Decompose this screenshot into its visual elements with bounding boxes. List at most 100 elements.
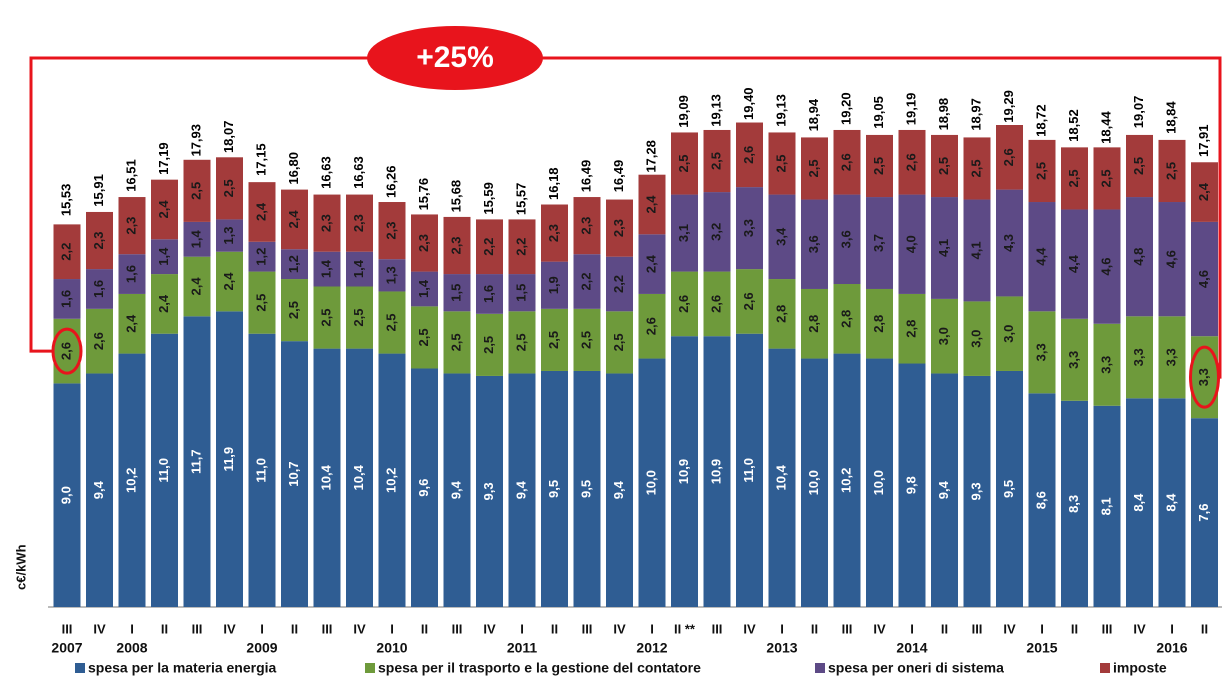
bar-segment (1158, 202, 1186, 317)
segment-label: 3,3 (1196, 368, 1211, 386)
bar-segment (151, 274, 178, 334)
segment-label: 3,3 (1033, 343, 1048, 361)
segment-label: 2,3 (578, 217, 593, 235)
segment-label: 2,4 (123, 314, 138, 333)
highlight (1189, 345, 1220, 409)
bar-segment (638, 293, 666, 359)
bar-segment (573, 370, 601, 607)
segment-label: 2,8 (871, 315, 886, 333)
segment-label: 2,5 (448, 333, 463, 351)
segment-label: 3,3 (1066, 351, 1081, 369)
bar-segment (866, 288, 893, 359)
segment-label: 2,4 (253, 202, 268, 221)
bar-segment (53, 383, 81, 607)
bar-segment (1191, 221, 1218, 337)
bar-segment (931, 197, 958, 299)
segment-label: 9,5 (578, 480, 593, 498)
segment-label: 11,0 (741, 458, 756, 483)
total-label: 19,19 (903, 93, 918, 126)
segment-label: 7,6 (1196, 504, 1211, 522)
x-tick-label: II (941, 621, 948, 636)
segment-label: 2,2 (578, 272, 593, 290)
total-label: 16,49 (578, 160, 593, 193)
total-label: 19,40 (741, 87, 756, 120)
total-label: 15,53 (58, 184, 73, 217)
segment-label: 8,4 (1131, 493, 1146, 512)
x-tick-label: I (390, 621, 394, 636)
legend-label: spesa per la materia energia (88, 660, 277, 676)
x-tick-label: IV (1003, 621, 1016, 636)
bar-segment (1028, 393, 1056, 607)
x-tick-label: I (650, 621, 654, 636)
segment-label: 2,5 (676, 154, 691, 172)
segment-label: 2,3 (318, 214, 333, 232)
bar-segment (833, 353, 861, 607)
bar-segment (638, 234, 666, 294)
segment-label: 3,0 (968, 330, 983, 348)
segment-label: 1,5 (448, 284, 463, 302)
segment-label: 8,4 (1163, 493, 1178, 512)
bar-segment (118, 353, 146, 607)
segment-label: 2,5 (351, 309, 366, 327)
segment-label: 2,8 (806, 315, 821, 333)
total-label: 17,19 (156, 142, 171, 175)
bar-segment (638, 358, 666, 607)
segment-label: 2,5 (546, 331, 561, 349)
segment-label: 11,7 (188, 449, 203, 474)
segment-label: 11,0 (156, 458, 171, 483)
bar-segment (86, 308, 113, 374)
segment-label: 9,4 (448, 480, 463, 499)
x-tick-label: II (1201, 621, 1208, 636)
bar-segment (151, 179, 178, 240)
bar-segment (898, 293, 926, 364)
segment-label: 8,1 (1098, 497, 1113, 515)
bar-segment (346, 348, 373, 607)
total-label: 19,09 (676, 95, 691, 128)
year-label: 2007 (51, 640, 82, 656)
bar-segment (1126, 197, 1153, 317)
bar-segment (53, 224, 81, 280)
bar-segment (1158, 398, 1186, 607)
bar-segment (801, 358, 828, 607)
bar-segment (996, 296, 1023, 371)
segment-label: 4,6 (1163, 250, 1178, 268)
bar-segment (1093, 147, 1121, 210)
x-tick-label: IV (93, 621, 106, 636)
bar-segment (801, 288, 828, 359)
segment-label: 9,0 (58, 486, 73, 504)
bar-segment (476, 219, 503, 275)
total-label: 19,13 (773, 94, 788, 127)
segment-label: 1,3 (383, 266, 398, 284)
bar-segment (151, 239, 178, 275)
x-tick-label: II (811, 621, 818, 636)
bar-segment (378, 202, 406, 260)
x-tick-label: III (62, 621, 73, 636)
segment-label: 4,8 (1131, 248, 1146, 266)
bar-segment (671, 194, 698, 272)
segment-label: 2,5 (188, 182, 203, 200)
bar-segment (411, 368, 438, 607)
bar-segment (833, 284, 861, 354)
segment-label: 2,8 (903, 320, 918, 338)
segment-label: 1,3 (221, 227, 236, 245)
bar-segment (443, 311, 471, 374)
x-tick-label: II (421, 621, 428, 636)
year-label: 2014 (896, 640, 927, 656)
segment-label: 1,6 (123, 265, 138, 283)
bar-segment (638, 174, 666, 235)
bar-segment (1093, 405, 1121, 607)
segment-label: 2,5 (968, 159, 983, 177)
bar-segment (248, 241, 276, 272)
segment-label: 2,4 (156, 294, 171, 313)
segment-label: 2,4 (221, 272, 236, 291)
segment-label: 2,5 (936, 157, 951, 175)
legend-label: spesa per oneri di sistema (828, 660, 1004, 676)
bar-segment (898, 129, 926, 195)
bar-segment (996, 125, 1023, 190)
bar-segment (963, 137, 991, 200)
segment-label: 3,4 (773, 227, 788, 246)
segment-label: 9,4 (611, 480, 626, 499)
bar-segment (378, 291, 406, 354)
bar-segment (768, 279, 796, 349)
bar-segment (1093, 323, 1121, 406)
